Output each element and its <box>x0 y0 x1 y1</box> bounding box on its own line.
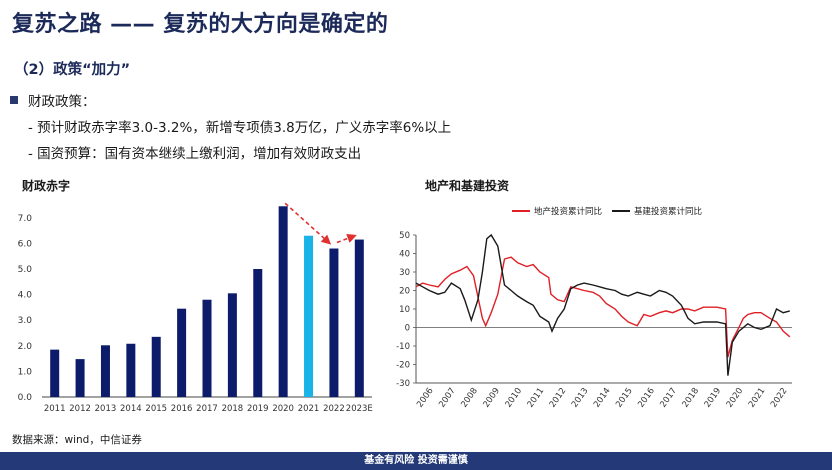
bar-x-tick-label: 2015 <box>145 404 167 414</box>
line-y-tick-label: 0 <box>405 324 410 334</box>
bar-2020 <box>278 206 288 397</box>
line-x-tick-label: 2015 <box>614 386 635 409</box>
line-y-tick-label: -10 <box>396 342 410 352</box>
line-x-tick-label: 2013 <box>570 386 591 409</box>
line-x-tick-label: 2018 <box>681 386 702 409</box>
arrow-rebound <box>336 233 357 244</box>
line-x-tick-label: 2007 <box>437 386 458 409</box>
line-x-tick-label: 2020 <box>725 386 746 409</box>
line-y-tick-label: -30 <box>396 379 410 389</box>
fiscal-deficit-bar-chart: 0.0 1.0 2.0 3.0 4.0 5.0 6.0 7.0 2011 2012 2013 2014… <box>18 202 373 414</box>
bar-chart-title: 财政赤字 <box>22 179 71 193</box>
bar-x-tick-label: 2018 <box>222 404 244 414</box>
footer-disclaimer: 基金有风险 投资需谨慎 <box>0 452 832 470</box>
line-y-tick-label: 40 <box>399 250 410 260</box>
bar-x-tick-label: 2016 <box>171 404 193 414</box>
line-x-tick-label: 2010 <box>504 386 525 409</box>
bar-2023E <box>354 239 364 397</box>
page-title: 复苏之路 —— 复苏的大方向是确定的 <box>12 12 389 37</box>
bar-2022 <box>329 248 339 397</box>
line-x-tick-label: 2019 <box>703 386 724 409</box>
bar-y-tick-label: 2.0 <box>18 342 33 352</box>
legend-label: 基建投资累计同比 <box>634 206 702 217</box>
series-infrastructure <box>415 233 790 376</box>
bar-x-tick-label: 2013 <box>95 404 117 414</box>
bar-2019 <box>253 269 263 397</box>
bar-2021 <box>304 235 314 397</box>
bar-y-tick-label: 1.0 <box>18 367 33 377</box>
line-y-tick-label: -20 <box>396 361 410 371</box>
bar-2011 <box>50 349 60 397</box>
bullet-text: 财政政策： <box>28 94 96 110</box>
series-real-estate <box>415 256 791 358</box>
arrow-decline <box>284 202 332 245</box>
line-x-tick-label: 2017 <box>658 386 679 409</box>
bullet-square-icon <box>10 96 18 104</box>
bar-2013 <box>100 345 110 397</box>
bar-2017 <box>202 299 212 397</box>
line-y-tick-label: 30 <box>399 268 410 278</box>
bar-x-tick-label: 2011 <box>44 404 66 414</box>
line-x-tick-label: 2008 <box>459 386 480 409</box>
line-y-tick-label: 10 <box>399 305 410 315</box>
data-source: 数据来源：wind，中信证券 <box>12 434 142 446</box>
bar-x-tick-label: 2023E <box>346 404 373 414</box>
legend-label: 地产投资累计同比 <box>534 206 602 217</box>
sub-point-state-capital: - 国资预算：国有资本继续上缴利润，增加有效财政支出 <box>28 146 362 162</box>
line-chart-title: 地产和基建投资 <box>425 179 510 193</box>
bar-2014 <box>126 343 136 397</box>
bar-2016 <box>177 308 187 397</box>
line-x-tick-label: 2022 <box>769 386 790 409</box>
bar-y-tick-label: 7.0 <box>18 214 33 224</box>
line-x-tick-label: 2014 <box>592 386 613 409</box>
bar-y-tick-label: 4.0 <box>18 291 33 301</box>
bar-y-tick-label: 5.0 <box>18 265 33 275</box>
line-x-tick-label: 2012 <box>548 386 569 409</box>
bar-x-tick-label: 2021 <box>298 404 320 414</box>
bar-x-tick-label: 2014 <box>120 404 142 414</box>
line-x-tick-label: 2006 <box>415 386 436 409</box>
line-x-tick-label: 2009 <box>481 386 502 409</box>
bar-y-tick-label: 3.0 <box>18 316 33 326</box>
bar-2015 <box>151 336 161 397</box>
line-x-tick-label: 2011 <box>526 386 547 409</box>
bullet-fiscal-policy: 财政政策： <box>10 90 96 110</box>
sub-point-deficit: - 预计财政赤字率3.0-3.2%，新增专项债3.8万亿，广义赤字率6%以上 <box>28 120 452 136</box>
line-x-tick-label: 2021 <box>747 386 768 409</box>
line-x-tick-label: 2016 <box>636 386 657 409</box>
bar-2018 <box>227 293 237 397</box>
section-subtitle: （2）政策“加力” <box>14 62 131 78</box>
bar-x-tick-label: 2020 <box>272 404 294 414</box>
line-y-tick-label: 20 <box>399 287 410 297</box>
line-y-tick-label: 50 <box>399 231 410 241</box>
bar-y-tick-label: 0.0 <box>18 393 33 403</box>
bar-x-tick-label: 2017 <box>196 404 218 414</box>
bar-2012 <box>75 359 85 397</box>
bar-x-tick-label: 2012 <box>69 404 91 414</box>
bar-x-tick-label: 2019 <box>247 404 269 414</box>
bar-x-tick-label: 2022 <box>323 404 345 414</box>
bar-y-tick-label: 6.0 <box>18 239 33 249</box>
